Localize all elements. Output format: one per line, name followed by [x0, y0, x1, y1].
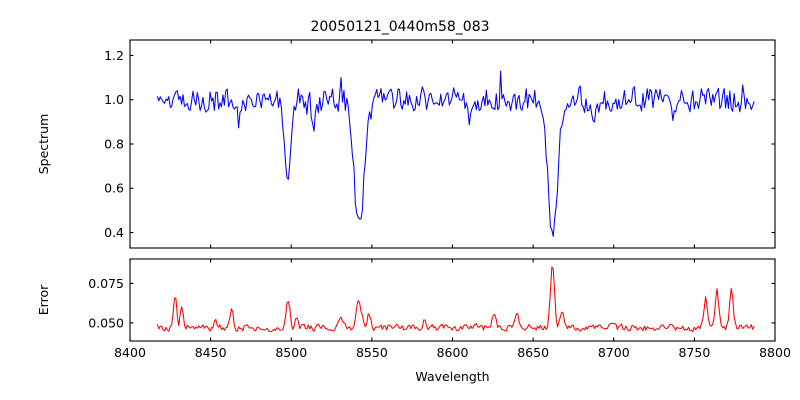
x-tick-label: 8800	[759, 345, 791, 360]
x-tick-label: 8700	[598, 345, 630, 360]
x-tick-label: 8750	[678, 345, 710, 360]
spectrum-panel-group-frame	[129, 39, 776, 249]
figure-title: 20050121_0440m58_083	[310, 19, 489, 35]
y-tick-label: 0.050	[88, 315, 124, 330]
y-tick-label: 0.075	[88, 276, 124, 291]
x-tick-label: 8400	[114, 345, 146, 360]
x-tick-label: 8650	[517, 345, 549, 360]
spectrum-y-axis-label: Spectrum	[36, 114, 51, 175]
x-tick-label: 8550	[356, 345, 388, 360]
y-tick-label: 0.6	[104, 181, 124, 196]
y-tick-label: 1.2	[104, 48, 124, 63]
y-tick-label: 1.0	[104, 92, 124, 107]
spectrum-data-line	[156, 70, 755, 237]
x-tick-label: 8500	[275, 345, 307, 360]
spectrum-panel: 0.4 0.6 0.8 1.0 1.2	[104, 39, 776, 249]
axis-labels: Wavelength Spectrum Error	[36, 114, 490, 384]
error-panel: 8400 8450 8500 8550 8600 8650 8700 8750 8800 0.05…	[88, 258, 791, 360]
x-tick-label: 8600	[437, 345, 469, 360]
error-y-axis-label: Error	[36, 284, 51, 315]
error-data-line	[156, 266, 755, 333]
y-tick-label: 0.4	[104, 225, 124, 240]
x-tick-label: 8450	[195, 345, 227, 360]
x-axis-label: Wavelength	[415, 369, 489, 384]
y-tick-label: 0.8	[104, 136, 124, 151]
